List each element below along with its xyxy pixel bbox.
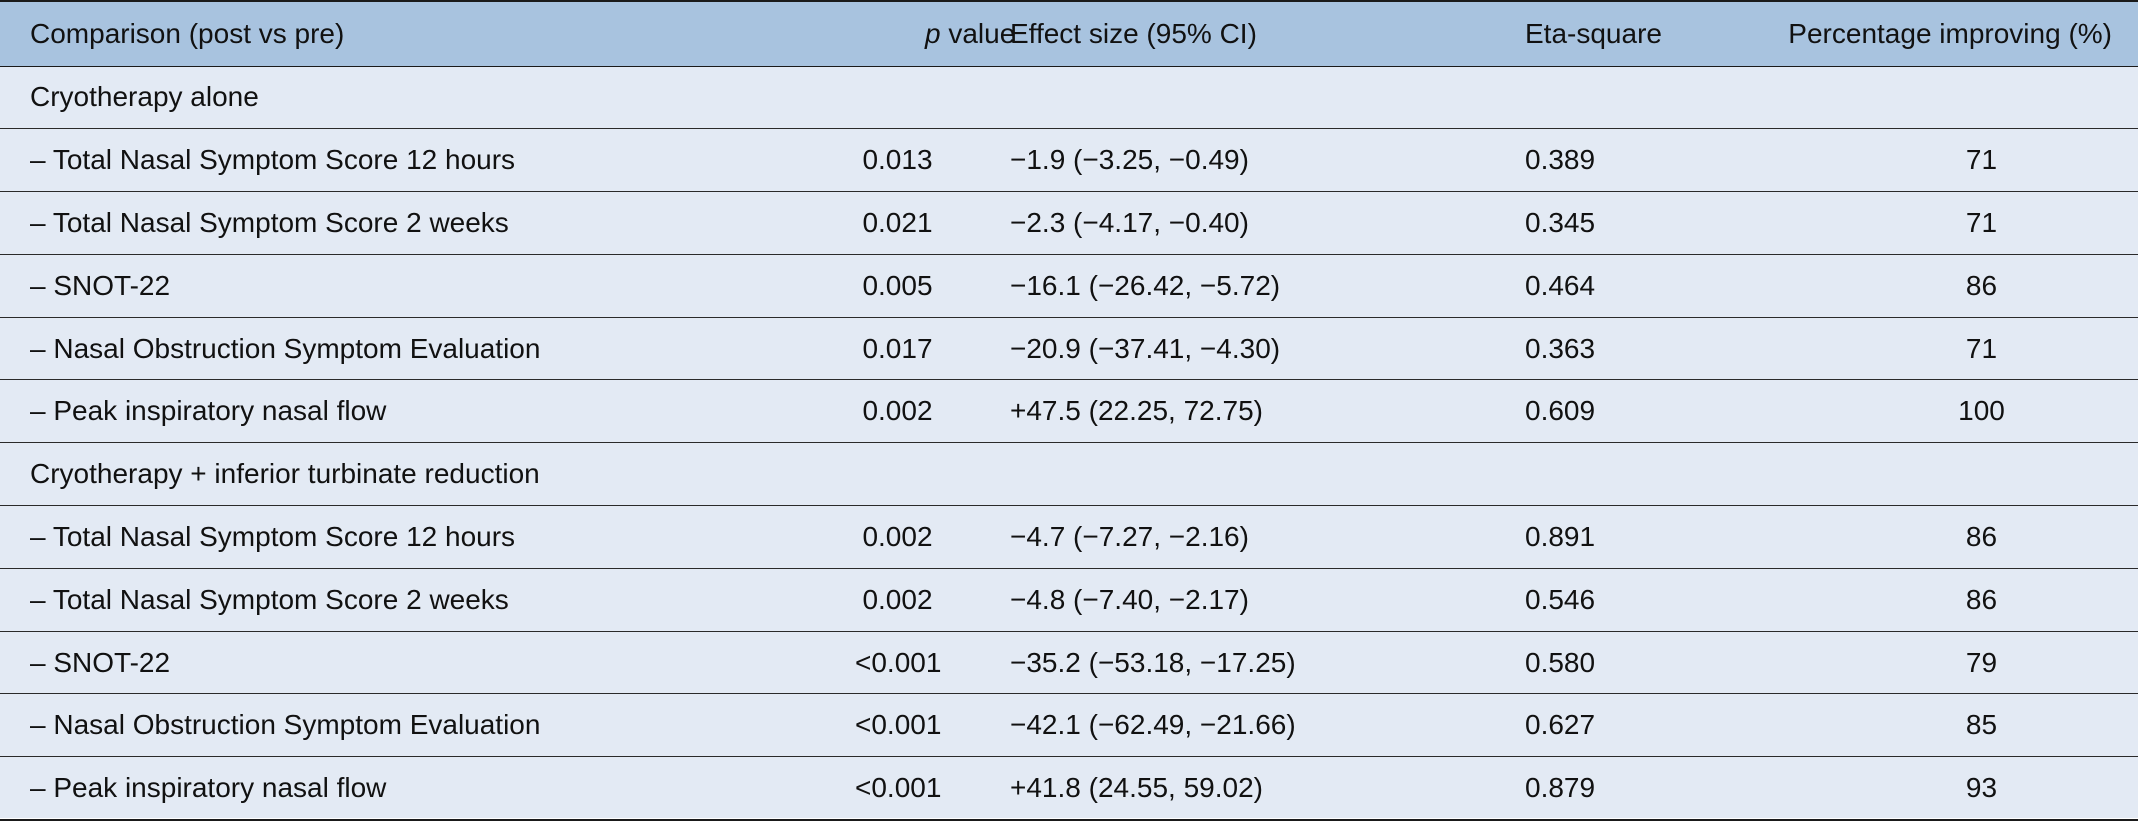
section-row: Cryotherapy alone: [0, 66, 2138, 130]
row-eta-square: 0.627: [1380, 693, 1715, 758]
row-p-value: 0.013: [635, 128, 940, 193]
row-label: – Total Nasal Symptom Score 12 hours: [0, 505, 635, 569]
row-p-value: 0.005: [635, 254, 940, 318]
section-row: Cryotherapy + inferior turbinate reducti…: [0, 442, 2138, 507]
row-effect-size: −2.3 (−4.17, −0.40): [940, 191, 1380, 255]
row-effect-size: −1.9 (−3.25, −0.49): [940, 128, 1380, 193]
table-body: Cryotherapy alone – Total Nasal Symptom …: [0, 66, 2138, 821]
row-p-value: 0.002: [635, 379, 940, 444]
row-p-value: 0.002: [635, 505, 940, 569]
row-percentage: 100: [1715, 379, 2138, 444]
row-eta-square: 0.580: [1380, 631, 1715, 695]
row-percentage: 85: [1715, 693, 2138, 758]
row-effect-size: +47.5 (22.25, 72.75): [940, 379, 1380, 444]
row-p-value: <0.001: [635, 631, 941, 695]
row-label: – SNOT-22: [0, 254, 635, 318]
row-effect-size: −4.7 (−7.27, −2.16): [940, 505, 1380, 569]
header-comparison: Comparison (post vs pre): [0, 0, 635, 67]
row-eta-square: 0.363: [1380, 317, 1715, 381]
row-label: – Peak inspiratory nasal flow: [0, 756, 635, 821]
row-eta-square: 0.345: [1380, 191, 1715, 255]
row-effect-size: −16.1 (−26.42, −5.72): [940, 254, 1380, 318]
row-p-value: <0.001: [635, 693, 941, 758]
table-row: – SNOT-22 <0.001 −35.2 (−53.18, −17.25) …: [0, 631, 2138, 695]
section-title: Cryotherapy + inferior turbinate reducti…: [0, 442, 2138, 507]
row-label: – SNOT-22: [0, 631, 635, 695]
table-row: – Peak inspiratory nasal flow <0.001 +41…: [0, 756, 2138, 821]
row-label: – Peak inspiratory nasal flow: [0, 379, 635, 444]
row-p-value: 0.002: [635, 568, 940, 632]
row-percentage: 86: [1715, 568, 2138, 632]
row-percentage: 71: [1715, 128, 2138, 193]
header-row: Comparison (post vs pre) p value Effect …: [0, 0, 2138, 67]
header-p-italic: p: [925, 17, 941, 49]
header-effect-size: Effect size (95% CI): [940, 0, 1380, 67]
row-eta-square: 0.891: [1380, 505, 1715, 569]
table-row: – Nasal Obstruction Symptom Evaluation <…: [0, 693, 2138, 758]
row-effect-size: −35.2 (−53.18, −17.25): [940, 631, 1380, 695]
table-row: – Total Nasal Symptom Score 2 weeks 0.02…: [0, 191, 2138, 255]
row-label: – Total Nasal Symptom Score 12 hours: [0, 128, 635, 193]
table-row: – SNOT-22 0.005 −16.1 (−26.42, −5.72) 0.…: [0, 254, 2138, 318]
row-label: – Nasal Obstruction Symptom Evaluation: [0, 693, 635, 758]
table-header: Comparison (post vs pre) p value Effect …: [0, 0, 2138, 67]
row-percentage: 86: [1715, 254, 2138, 318]
row-eta-square: 0.879: [1380, 756, 1715, 821]
row-eta-square: 0.464: [1380, 254, 1715, 318]
row-label: – Total Nasal Symptom Score 2 weeks: [0, 568, 635, 632]
row-eta-square: 0.609: [1380, 379, 1715, 444]
header-p-rest: value: [940, 17, 1016, 49]
row-percentage: 79: [1715, 631, 2138, 695]
table-row: – Total Nasal Symptom Score 2 weeks 0.00…: [0, 568, 2138, 632]
row-effect-size: +41.8 (24.55, 59.02): [940, 756, 1380, 821]
row-percentage: 93: [1715, 756, 2138, 821]
row-p-value: 0.017: [635, 317, 940, 381]
header-eta-square: Eta-square: [1380, 0, 1715, 67]
row-effect-size: −20.9 (−37.41, −4.30): [940, 317, 1380, 381]
row-eta-square: 0.389: [1380, 128, 1715, 193]
table-row: – Total Nasal Symptom Score 12 hours 0.0…: [0, 128, 2138, 193]
row-percentage: 71: [1715, 317, 2138, 381]
row-effect-size: −4.8 (−7.40, −2.17): [940, 568, 1380, 632]
header-p-value: p value: [635, 0, 1015, 67]
row-eta-square: 0.546: [1380, 568, 1715, 632]
table-row: – Peak inspiratory nasal flow 0.002 +47.…: [0, 379, 2138, 444]
row-label: – Total Nasal Symptom Score 2 weeks: [0, 191, 635, 255]
row-label: – Nasal Obstruction Symptom Evaluation: [0, 317, 635, 381]
table-row: – Total Nasal Symptom Score 12 hours 0.0…: [0, 505, 2138, 569]
row-p-value: <0.001: [635, 756, 941, 821]
table-row: – Nasal Obstruction Symptom Evaluation 0…: [0, 317, 2138, 381]
row-effect-size: −42.1 (−62.49, −21.66): [940, 693, 1380, 758]
section-title: Cryotherapy alone: [0, 66, 2138, 130]
header-percentage: Percentage improving (%): [1715, 0, 2138, 67]
row-p-value: 0.021: [635, 191, 940, 255]
row-percentage: 71: [1715, 191, 2138, 255]
row-percentage: 86: [1715, 505, 2138, 569]
